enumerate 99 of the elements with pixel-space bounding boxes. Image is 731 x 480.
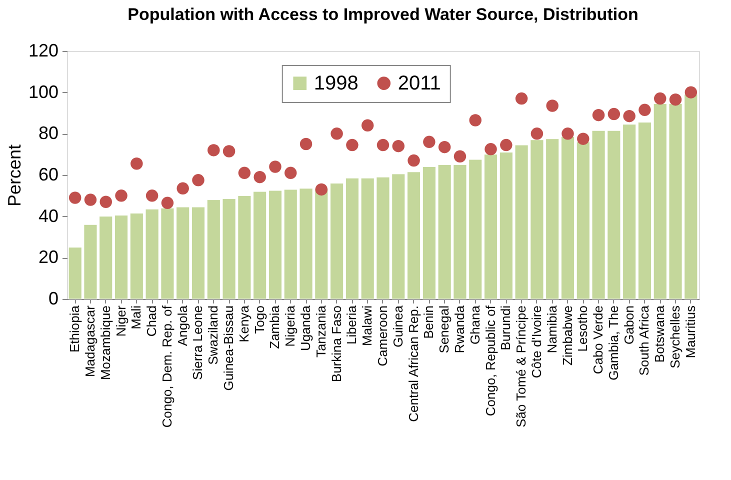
- y-tick-label: 0: [48, 288, 58, 308]
- x-tick-label: Congo, Republic of: [482, 305, 498, 416]
- x-tick-label: Tanzania: [313, 304, 328, 358]
- legend-label: 1998: [314, 72, 358, 94]
- x-tick-label: Central African Rep.: [406, 306, 421, 422]
- x-tick-label: Kenya: [236, 304, 252, 342]
- point: [300, 138, 312, 150]
- x-tick-label: Gabon: [621, 306, 636, 345]
- x-tick-label: Côte d'Ivoire: [528, 306, 544, 378]
- x-tick-label: Senegal: [436, 305, 452, 354]
- point: [654, 92, 666, 105]
- point: [515, 92, 528, 105]
- point: [254, 170, 266, 184]
- point: [376, 138, 390, 152]
- x-tick-label: Swaziland: [206, 306, 221, 365]
- x-tick-label: Angola: [174, 304, 190, 346]
- x-tick-label: Cabo Verde: [590, 306, 606, 374]
- y-axis-title: Percent: [4, 144, 24, 207]
- point: [100, 196, 112, 208]
- x-tick-label: Cameroon: [375, 306, 390, 366]
- bar: [191, 206, 206, 300]
- bar: [268, 190, 282, 300]
- point: [130, 158, 143, 170]
- x-tick-label: Guinea: [390, 304, 406, 348]
- x-tick-label: Lesotho: [575, 306, 590, 352]
- y-tick-label: 120: [28, 40, 58, 60]
- y-tick-label: 20: [38, 247, 58, 268]
- x-tick-label: Uganda: [298, 304, 314, 352]
- x-tick-label: Chad: [144, 306, 160, 337]
- x-tick-label: Zimbabwe: [560, 306, 575, 366]
- point: [484, 143, 497, 156]
- x-tick-label: Botswana: [652, 304, 668, 363]
- x-tick-label: Seychelles: [668, 305, 683, 368]
- bar: [638, 122, 652, 300]
- point: [192, 174, 204, 186]
- point: [222, 145, 236, 158]
- x-tick-label: Madagascar: [82, 304, 98, 378]
- x-tick-label: Burundi: [498, 305, 514, 350]
- bar: [560, 136, 575, 300]
- point: [315, 183, 328, 196]
- point: [161, 196, 174, 210]
- y-tick-label: 40: [38, 206, 58, 226]
- point: [392, 140, 405, 152]
- x-tick-label: Gambia, The: [606, 306, 621, 380]
- x-tick-label: Namibia: [544, 304, 560, 354]
- point: [284, 166, 297, 180]
- point: [546, 100, 558, 112]
- x-tick-label: Benin: [421, 306, 436, 339]
- legend-label: 2011: [398, 72, 441, 94]
- x-tick-label: Liberia: [344, 304, 360, 345]
- point: [669, 93, 682, 106]
- x-tick-label: Niger: [113, 304, 128, 337]
- x-tick-label: Malawi: [360, 305, 375, 346]
- point: [115, 190, 128, 202]
- bar: [484, 154, 498, 300]
- x-tick-label: South Africa: [636, 304, 652, 376]
- point: [684, 86, 698, 98]
- point: [469, 114, 482, 126]
- x-tick-label: Guinea-Bissau: [221, 306, 236, 391]
- point: [361, 119, 374, 132]
- y-tick-label: 60: [38, 164, 58, 184]
- x-tick-label: Mauritius: [682, 305, 698, 358]
- point: [500, 138, 512, 152]
- x-tick-label: Ethiopia: [67, 304, 82, 352]
- point: [176, 182, 189, 195]
- y-tick-label: 80: [38, 123, 58, 144]
- point: [208, 144, 220, 156]
- bar: [114, 215, 128, 300]
- point: [68, 192, 82, 204]
- y-tick-label: 100: [28, 82, 58, 102]
- point: [330, 128, 343, 140]
- point: [608, 108, 620, 120]
- x-tick-label: Burkina Faso: [328, 306, 344, 382]
- x-tick-label: Zambia: [267, 304, 282, 349]
- point: [638, 104, 651, 116]
- point: [423, 136, 436, 148]
- point: [562, 128, 574, 140]
- point: [454, 150, 466, 163]
- chart-title: Population with Access to Improved Water Source, Distribution: [128, 5, 638, 24]
- point: [84, 194, 97, 206]
- x-tick-label: Togo: [252, 306, 267, 334]
- point: [592, 108, 605, 122]
- point: [146, 190, 158, 202]
- x-tick-label: Rwanda: [452, 304, 467, 354]
- point: [438, 140, 451, 154]
- point: [238, 166, 251, 180]
- x-tick-label: Ghana: [467, 304, 482, 345]
- point: [530, 128, 544, 140]
- x-tick-label: Mali: [128, 305, 144, 330]
- point: [269, 160, 282, 173]
- point: [623, 110, 636, 122]
- point: [346, 138, 358, 152]
- x-tick-label: Mozambique: [98, 306, 113, 380]
- point: [577, 132, 590, 145]
- point: [408, 154, 420, 167]
- x-tick-label: Nigeria: [282, 304, 298, 347]
- x-tick-label: Congo, Dem. Rep. of: [159, 305, 174, 428]
- x-tick-label: São Tomé & Príncipe: [514, 306, 529, 428]
- x-tick-label: Sierra Leone: [190, 306, 206, 380]
